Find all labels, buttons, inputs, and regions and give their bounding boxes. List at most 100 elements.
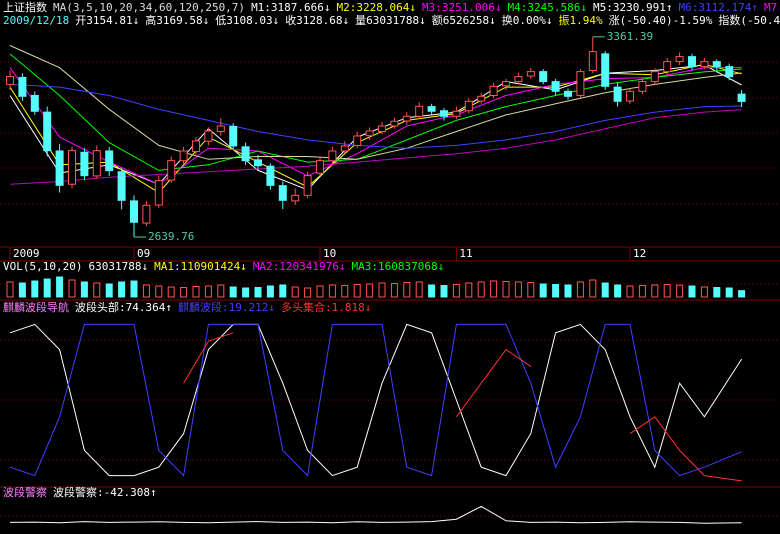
candle-body	[539, 71, 548, 83]
volume-bar	[700, 286, 708, 298]
quote-readout: 指数(-50.40)-1.59%	[718, 13, 780, 27]
candle-body	[378, 125, 386, 133]
volume-bar	[341, 285, 349, 298]
volume-bar	[638, 285, 646, 298]
candle-body	[464, 100, 473, 112]
candle-body	[6, 76, 14, 85]
ma-line	[9, 109, 742, 185]
volume-bar	[229, 286, 237, 298]
panel-title: VOL(5,10,20)	[3, 260, 82, 273]
ma-label: MA(3,5,10,20,34,60,120,250,7)	[53, 1, 245, 14]
candle-body	[700, 61, 709, 68]
candle-body	[415, 105, 424, 117]
volume-bar	[465, 282, 473, 298]
volume-bar	[328, 284, 336, 298]
volume-bar	[366, 283, 374, 298]
candle-body	[167, 160, 176, 181]
candle-body	[390, 120, 399, 127]
candle-body	[626, 90, 634, 102]
quote-readout: 额6526258↓	[432, 14, 496, 27]
ma-readout: M7:3099.216↑	[764, 1, 780, 14]
volume-bar	[180, 287, 188, 298]
ma-line	[9, 64, 742, 191]
candle-body	[192, 140, 200, 153]
candle-body	[117, 171, 126, 201]
candle-body	[477, 95, 486, 102]
candle-body	[452, 110, 461, 117]
candle-body	[303, 175, 312, 196]
candle-body	[278, 185, 287, 201]
candle-body	[204, 130, 213, 142]
volume-bar	[490, 280, 498, 298]
volume-bar	[390, 283, 398, 298]
volume-bar	[118, 281, 126, 298]
candle-body	[725, 66, 734, 78]
volume-bar	[279, 284, 287, 298]
candle-body	[427, 106, 436, 112]
indicator-readout: 波段头部:74.364↑	[75, 300, 172, 314]
candle-body	[254, 159, 262, 167]
indicator-line	[183, 332, 742, 482]
volume-bar	[514, 281, 522, 298]
volume-bar	[68, 279, 76, 298]
candle-body	[142, 204, 151, 224]
volume-bar	[192, 286, 200, 298]
quote-readout: 换0.00%↓	[502, 13, 553, 27]
indicator-readout: 波段警察:-42.308↑	[53, 485, 157, 499]
volume-bar	[626, 285, 634, 298]
volume-readout: MA2:120341976↓	[253, 260, 346, 273]
volume-bar	[217, 284, 225, 298]
volume-bar	[601, 282, 609, 298]
x-tick-label: 2009	[13, 247, 40, 260]
chart-title: 上证指数	[3, 0, 47, 14]
candle-body	[365, 130, 374, 137]
candle-body	[675, 56, 684, 63]
candle-body	[43, 111, 52, 152]
candle-body	[502, 81, 510, 87]
volume-bar	[254, 287, 262, 298]
quote-readout: 量63031788↓	[355, 14, 426, 27]
volume-bar	[167, 286, 175, 298]
candle-body	[353, 135, 362, 146]
candle-body	[328, 150, 337, 162]
candle-body	[489, 85, 498, 96]
volume-bar	[502, 281, 510, 298]
volume-bar	[552, 284, 560, 298]
volume-bar	[18, 282, 26, 298]
volume-bar	[31, 280, 39, 298]
volume-bar	[304, 287, 312, 298]
volume-bar	[43, 278, 51, 298]
x-tick-label: 11	[459, 247, 472, 260]
volume-bar	[378, 282, 386, 298]
volume-bar	[415, 281, 423, 298]
candle-body	[551, 81, 560, 92]
volume-bar	[155, 285, 163, 298]
candle-body	[55, 150, 64, 186]
candle-body	[650, 71, 659, 83]
volume-bar	[614, 284, 622, 298]
candle-body	[526, 71, 535, 77]
candle-body	[30, 94, 39, 112]
volume-bar	[589, 279, 597, 298]
volume-readout: MA1:110901424↓	[154, 260, 247, 273]
candle-body	[80, 151, 89, 177]
candle-body	[340, 145, 349, 152]
volume-bar	[688, 285, 696, 298]
candle-body	[402, 115, 411, 122]
indicator-line	[9, 323, 743, 477]
candle-body	[18, 76, 27, 97]
volume-bar	[6, 281, 14, 298]
candle-body	[440, 110, 448, 117]
candle-body	[316, 160, 324, 174]
volume-bar	[477, 281, 485, 298]
volume-bar	[93, 282, 101, 298]
candle-body	[266, 165, 275, 186]
volume-bar	[713, 287, 721, 298]
quote-readout: 涨(-50.40)-1.59%	[609, 14, 713, 27]
indicator-line	[9, 505, 742, 524]
candle-body	[130, 200, 138, 223]
candle-body	[576, 71, 585, 96]
candle-body	[241, 146, 250, 162]
volume-bar	[576, 281, 584, 298]
